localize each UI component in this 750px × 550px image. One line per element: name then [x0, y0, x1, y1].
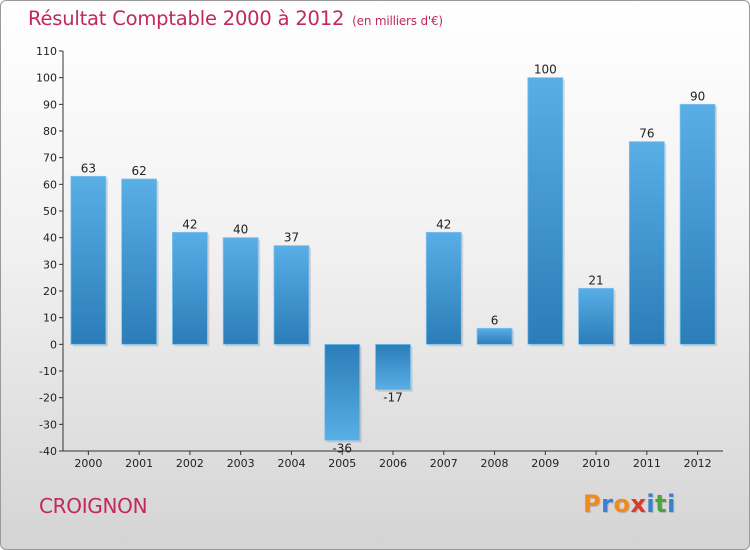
bar-2007 — [425, 231, 462, 345]
data-label-2000: 63 — [81, 161, 96, 175]
x-tick-label: 2006 — [379, 457, 407, 470]
data-label-2008: 6 — [491, 313, 499, 327]
y-tick-label: 50 — [43, 205, 57, 218]
y-tick-label: -30 — [39, 418, 57, 431]
bar-2003 — [222, 237, 259, 345]
data-label-2002: 42 — [182, 217, 197, 231]
y-tick-label: 80 — [43, 125, 57, 138]
proxiti-logo: Proxiti — [583, 490, 676, 518]
data-label-2012: 90 — [690, 89, 705, 103]
logo-letter: t — [655, 490, 668, 518]
y-tick-label: 70 — [43, 152, 57, 165]
y-tick-label: 40 — [43, 232, 57, 245]
logo-letter: i — [646, 490, 656, 518]
logo-letter: x — [630, 490, 647, 518]
data-label-2009: 100 — [534, 63, 557, 77]
data-label-2007: 42 — [436, 217, 451, 231]
data-label-2001: 62 — [132, 164, 147, 178]
x-tick-label: 2000 — [74, 457, 102, 470]
bar-2012 — [679, 103, 716, 345]
logo-letter: o — [613, 490, 631, 518]
y-tick-label: -20 — [39, 392, 57, 405]
chart-title-unit: (en milliers d'€) — [352, 14, 443, 28]
x-tick-label: 2008 — [481, 457, 509, 470]
data-label-2004: 37 — [284, 231, 299, 245]
data-label-2006: -17 — [383, 391, 403, 405]
x-tick-label: 2010 — [582, 457, 610, 470]
chart-title: Résultat Comptable 2000 à 2012 (en millie… — [28, 7, 443, 30]
x-tick-label: 2011 — [633, 457, 661, 470]
bar-2002 — [172, 231, 208, 345]
bar-2001 — [121, 178, 158, 345]
data-label-2003: 40 — [233, 223, 248, 237]
data-label-2011: 76 — [639, 127, 654, 141]
y-tick-label: 60 — [43, 178, 57, 191]
y-tick-label: 30 — [43, 258, 57, 271]
y-tick-label: 90 — [43, 98, 57, 111]
bar-2005 — [324, 343, 361, 441]
x-tick-label: 2007 — [430, 457, 458, 470]
bar-2010 — [578, 287, 614, 345]
bar-2004 — [273, 245, 310, 345]
bar-2011 — [628, 141, 665, 345]
commune-name: CROIGNON — [39, 494, 148, 518]
y-tick-label: 110 — [36, 45, 57, 58]
x-tick-label: 2003 — [227, 457, 255, 470]
x-tick-label: 2004 — [277, 457, 305, 470]
y-tick-label: 20 — [43, 285, 57, 298]
axes: 1101009080706050403020100-10-20-30-40200… — [36, 45, 723, 470]
data-labels: 63 62 42 40 37 -36 -17 42 6 100 21 76 90 — [81, 63, 706, 456]
data-label-2005: -36 — [332, 441, 352, 455]
data-label-2010: 21 — [588, 273, 603, 287]
bar-2000 — [70, 175, 107, 345]
y-tick-label: 100 — [36, 72, 57, 85]
chart-title-text: Résultat Comptable 2000 à 2012 — [28, 7, 345, 30]
bar-2009 — [527, 77, 564, 345]
x-tick-label: 2002 — [176, 457, 204, 470]
logo-letter: i — [667, 490, 676, 518]
logo-letter: P — [583, 490, 602, 518]
x-tick-label: 2012 — [684, 457, 712, 470]
bar-2008 — [476, 327, 513, 345]
x-tick-label: 2001 — [125, 457, 153, 470]
logo-letter: r — [601, 490, 614, 518]
x-tick-label: 2005 — [328, 457, 356, 470]
y-tick-label: 10 — [43, 312, 57, 325]
bar-2006 — [375, 343, 411, 391]
y-tick-label: 0 — [50, 338, 57, 351]
x-tick-label: 2009 — [531, 457, 559, 470]
y-tick-label: -10 — [39, 365, 57, 378]
y-tick-label: -40 — [39, 445, 57, 458]
bars — [70, 77, 718, 443]
